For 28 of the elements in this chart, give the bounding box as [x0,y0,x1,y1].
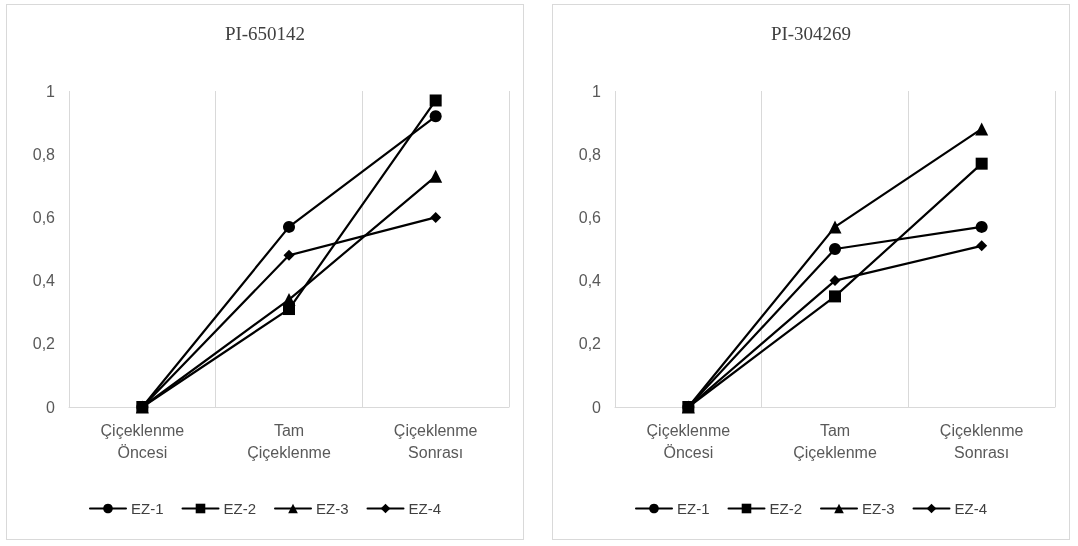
y-tick-label: 1 [46,82,56,100]
x-tick-label: Çiçeklenme Sonrası [939,421,1024,461]
legend-label: EZ-2 [223,500,257,517]
y-tick-label: 0,8 [578,145,602,163]
y-tick-label: 0,2 [32,335,56,353]
x-tick-label: Çiçeklenme Sonrası [393,421,478,461]
y-tick-label: 0,6 [32,208,56,226]
x-tick-label: Tam Çiçeklenme [793,421,877,461]
y-tick-label: 0 [592,398,602,416]
chart-title: PI-650142 [224,23,306,44]
chart-title: PI-304269 [770,23,852,44]
y-tick-label: 0,4 [578,272,602,290]
y-tick-label: 1 [592,82,602,100]
y-tick-label: 0 [46,398,56,416]
legend-label: EZ-4 [408,500,442,517]
y-tick-label: 0,8 [32,145,56,163]
y-tick-label: 0,4 [32,272,56,290]
legend-label: EZ-3 [316,500,349,517]
y-tick-label: 0,2 [578,335,602,353]
x-tick-label: Çiçeklenme Öncesi [646,421,731,461]
legend-label: EZ-1 [676,500,710,517]
legend-label: EZ-4 [954,500,988,517]
y-tick-label: 0,6 [578,208,602,226]
legend-label: EZ-2 [769,500,803,517]
x-tick-label: Tam Çiçeklenme [247,421,331,461]
legend-label: EZ-1 [130,500,164,517]
legend-label: EZ-3 [862,500,895,517]
x-tick-label: Çiçeklenme Öncesi [100,421,185,461]
